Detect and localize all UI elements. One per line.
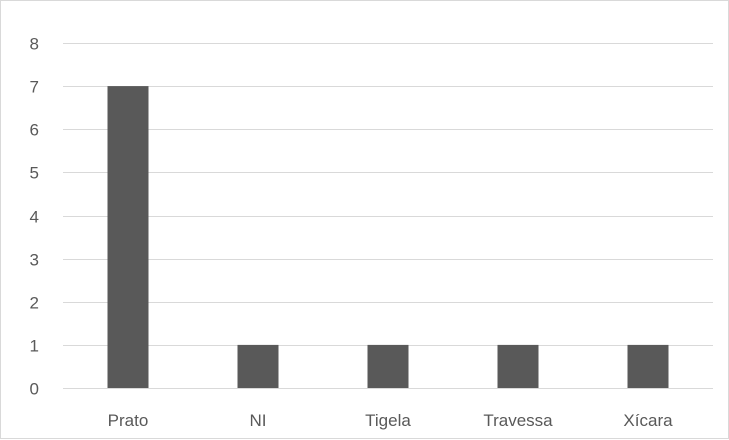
x-tick-label-travessa: Travessa bbox=[483, 411, 553, 430]
x-tick-label-ni: NI bbox=[250, 411, 267, 430]
bar-xícara bbox=[627, 344, 669, 388]
bar-travessa bbox=[497, 344, 539, 388]
gridlines bbox=[63, 43, 713, 389]
x-tick-label-tigela: Tigela bbox=[365, 411, 411, 430]
y-tick-label-5: 5 bbox=[30, 164, 39, 183]
y-tick-label-2: 2 bbox=[30, 294, 39, 313]
y-tick-label-7: 7 bbox=[30, 78, 39, 97]
x-tick-label-prato: Prato bbox=[108, 411, 149, 430]
y-tick-label-0: 0 bbox=[30, 380, 39, 399]
bar-tigela bbox=[367, 344, 409, 388]
y-tick-label-1: 1 bbox=[30, 337, 39, 356]
bars bbox=[107, 86, 669, 388]
y-tick-label-8: 8 bbox=[30, 35, 39, 54]
y-tick-label-3: 3 bbox=[30, 251, 39, 270]
y-tick-label-6: 6 bbox=[30, 121, 39, 140]
y-tick-label-4: 4 bbox=[30, 208, 39, 227]
x-axis-tick-labels: Prato NI Tigela Travessa Xícara bbox=[108, 411, 673, 430]
bar-prato bbox=[107, 86, 149, 388]
y-axis-tick-labels: 0 1 2 3 4 5 6 7 8 bbox=[30, 35, 39, 399]
x-tick-label-xícara: Xícara bbox=[623, 411, 673, 430]
bar-ni bbox=[237, 344, 279, 388]
